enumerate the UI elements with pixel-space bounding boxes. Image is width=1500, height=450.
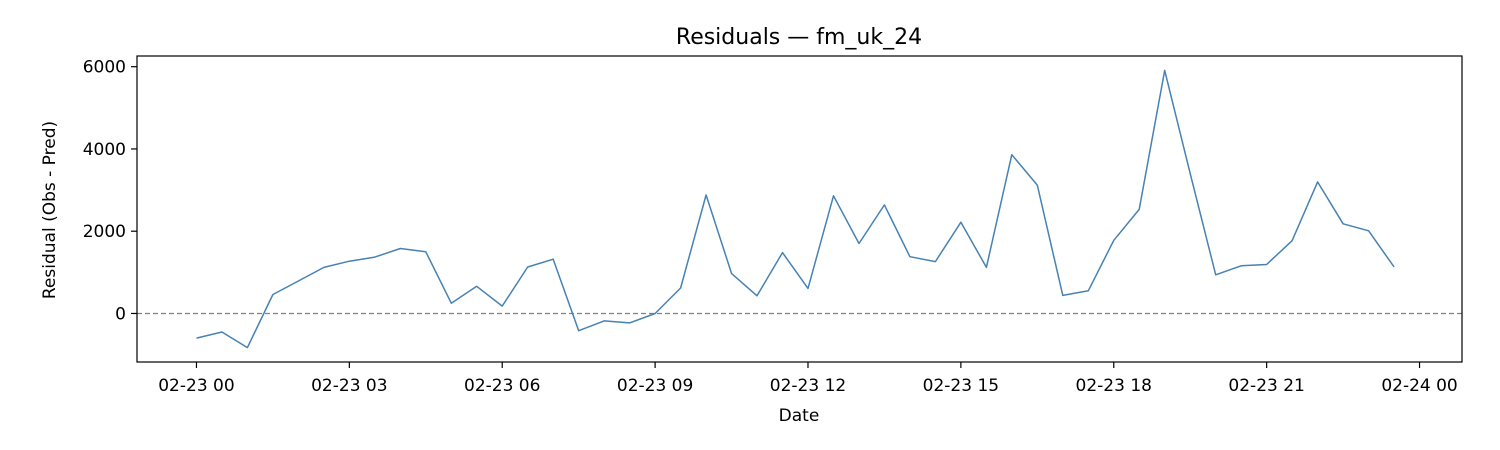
x-tick-label: 02-23 06: [464, 376, 540, 396]
x-tick-label: 02-23 18: [1076, 376, 1152, 396]
y-axis: 0 2000 4000 6000: [83, 58, 137, 324]
chart-title: Residuals — fm_uk_24: [676, 25, 922, 50]
plot-frame: [136, 55, 1463, 363]
residual-series-line: [196, 69, 1395, 349]
x-axis-label: Date: [779, 406, 820, 426]
x-tick-label: 02-23 09: [617, 376, 693, 396]
y-axis-label: Residual (Obs - Pred): [40, 121, 60, 299]
x-tick-label: 02-23 21: [1228, 376, 1304, 396]
y-tick-label: 0: [115, 304, 126, 324]
x-tick-label: 02-23 12: [770, 376, 846, 396]
y-tick-label: 2000: [83, 222, 126, 242]
x-tick-label: 02-23 03: [311, 376, 387, 396]
y-tick-label: 4000: [83, 140, 126, 160]
x-axis: 02-23 00 02-23 03 02-23 06 02-23 09 02-23 12…: [158, 362, 1458, 396]
y-tick-label: 6000: [83, 58, 126, 78]
x-tick-label: 02-23 00: [158, 376, 234, 396]
plot-area: [136, 55, 1463, 363]
x-tick-label: 02-23 15: [923, 376, 999, 396]
x-tick-label: 02-24 00: [1381, 376, 1457, 396]
